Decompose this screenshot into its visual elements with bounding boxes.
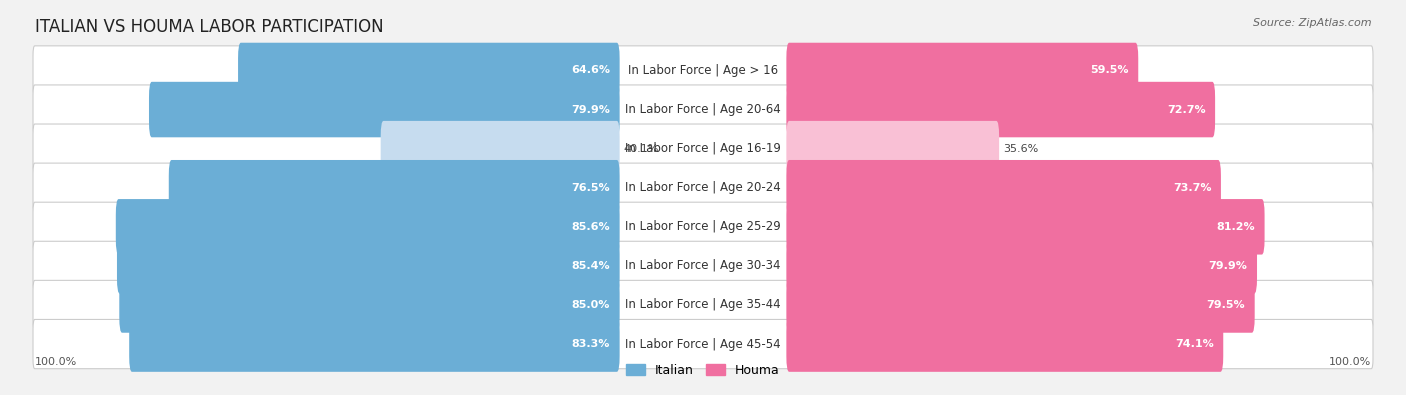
- FancyBboxPatch shape: [786, 238, 1257, 293]
- Text: Source: ZipAtlas.com: Source: ZipAtlas.com: [1253, 18, 1371, 28]
- Text: 85.6%: 85.6%: [571, 222, 610, 232]
- Text: 64.6%: 64.6%: [571, 66, 610, 75]
- FancyBboxPatch shape: [786, 43, 1139, 98]
- Text: 100.0%: 100.0%: [35, 357, 77, 367]
- FancyBboxPatch shape: [149, 82, 620, 137]
- Text: 83.3%: 83.3%: [572, 339, 610, 349]
- FancyBboxPatch shape: [117, 238, 620, 293]
- Text: In Labor Force | Age > 16: In Labor Force | Age > 16: [628, 64, 778, 77]
- FancyBboxPatch shape: [786, 160, 1220, 216]
- Text: In Labor Force | Age 35-44: In Labor Force | Age 35-44: [626, 299, 780, 312]
- Text: 73.7%: 73.7%: [1173, 183, 1212, 193]
- Text: 100.0%: 100.0%: [1329, 357, 1371, 367]
- FancyBboxPatch shape: [32, 241, 1374, 290]
- Legend: Italian, Houma: Italian, Houma: [626, 364, 780, 377]
- FancyBboxPatch shape: [115, 199, 620, 254]
- Text: 74.1%: 74.1%: [1175, 339, 1213, 349]
- Text: 40.1%: 40.1%: [624, 144, 659, 154]
- Text: In Labor Force | Age 45-54: In Labor Force | Age 45-54: [626, 338, 780, 351]
- FancyBboxPatch shape: [238, 43, 620, 98]
- FancyBboxPatch shape: [32, 202, 1374, 252]
- FancyBboxPatch shape: [32, 124, 1374, 173]
- FancyBboxPatch shape: [32, 85, 1374, 134]
- Text: In Labor Force | Age 16-19: In Labor Force | Age 16-19: [626, 142, 780, 155]
- Text: ITALIAN VS HOUMA LABOR PARTICIPATION: ITALIAN VS HOUMA LABOR PARTICIPATION: [35, 18, 384, 36]
- FancyBboxPatch shape: [786, 121, 1000, 177]
- Text: 72.7%: 72.7%: [1167, 105, 1205, 115]
- Text: 85.4%: 85.4%: [571, 261, 610, 271]
- FancyBboxPatch shape: [129, 316, 620, 372]
- Text: 59.5%: 59.5%: [1090, 66, 1129, 75]
- FancyBboxPatch shape: [169, 160, 620, 216]
- FancyBboxPatch shape: [120, 277, 620, 333]
- Text: 35.6%: 35.6%: [1004, 144, 1039, 154]
- FancyBboxPatch shape: [786, 277, 1254, 333]
- FancyBboxPatch shape: [32, 320, 1374, 369]
- Text: In Labor Force | Age 20-64: In Labor Force | Age 20-64: [626, 103, 780, 116]
- FancyBboxPatch shape: [786, 316, 1223, 372]
- Text: 79.5%: 79.5%: [1206, 300, 1246, 310]
- FancyBboxPatch shape: [32, 163, 1374, 213]
- FancyBboxPatch shape: [32, 280, 1374, 329]
- Text: 81.2%: 81.2%: [1216, 222, 1256, 232]
- FancyBboxPatch shape: [786, 82, 1215, 137]
- Text: 79.9%: 79.9%: [1209, 261, 1247, 271]
- Text: In Labor Force | Age 25-29: In Labor Force | Age 25-29: [626, 220, 780, 233]
- FancyBboxPatch shape: [381, 121, 620, 177]
- FancyBboxPatch shape: [786, 199, 1264, 254]
- Text: 79.9%: 79.9%: [571, 105, 610, 115]
- FancyBboxPatch shape: [32, 46, 1374, 95]
- Text: 76.5%: 76.5%: [571, 183, 610, 193]
- Text: 85.0%: 85.0%: [572, 300, 610, 310]
- Text: In Labor Force | Age 20-24: In Labor Force | Age 20-24: [626, 181, 780, 194]
- Text: In Labor Force | Age 30-34: In Labor Force | Age 30-34: [626, 260, 780, 273]
